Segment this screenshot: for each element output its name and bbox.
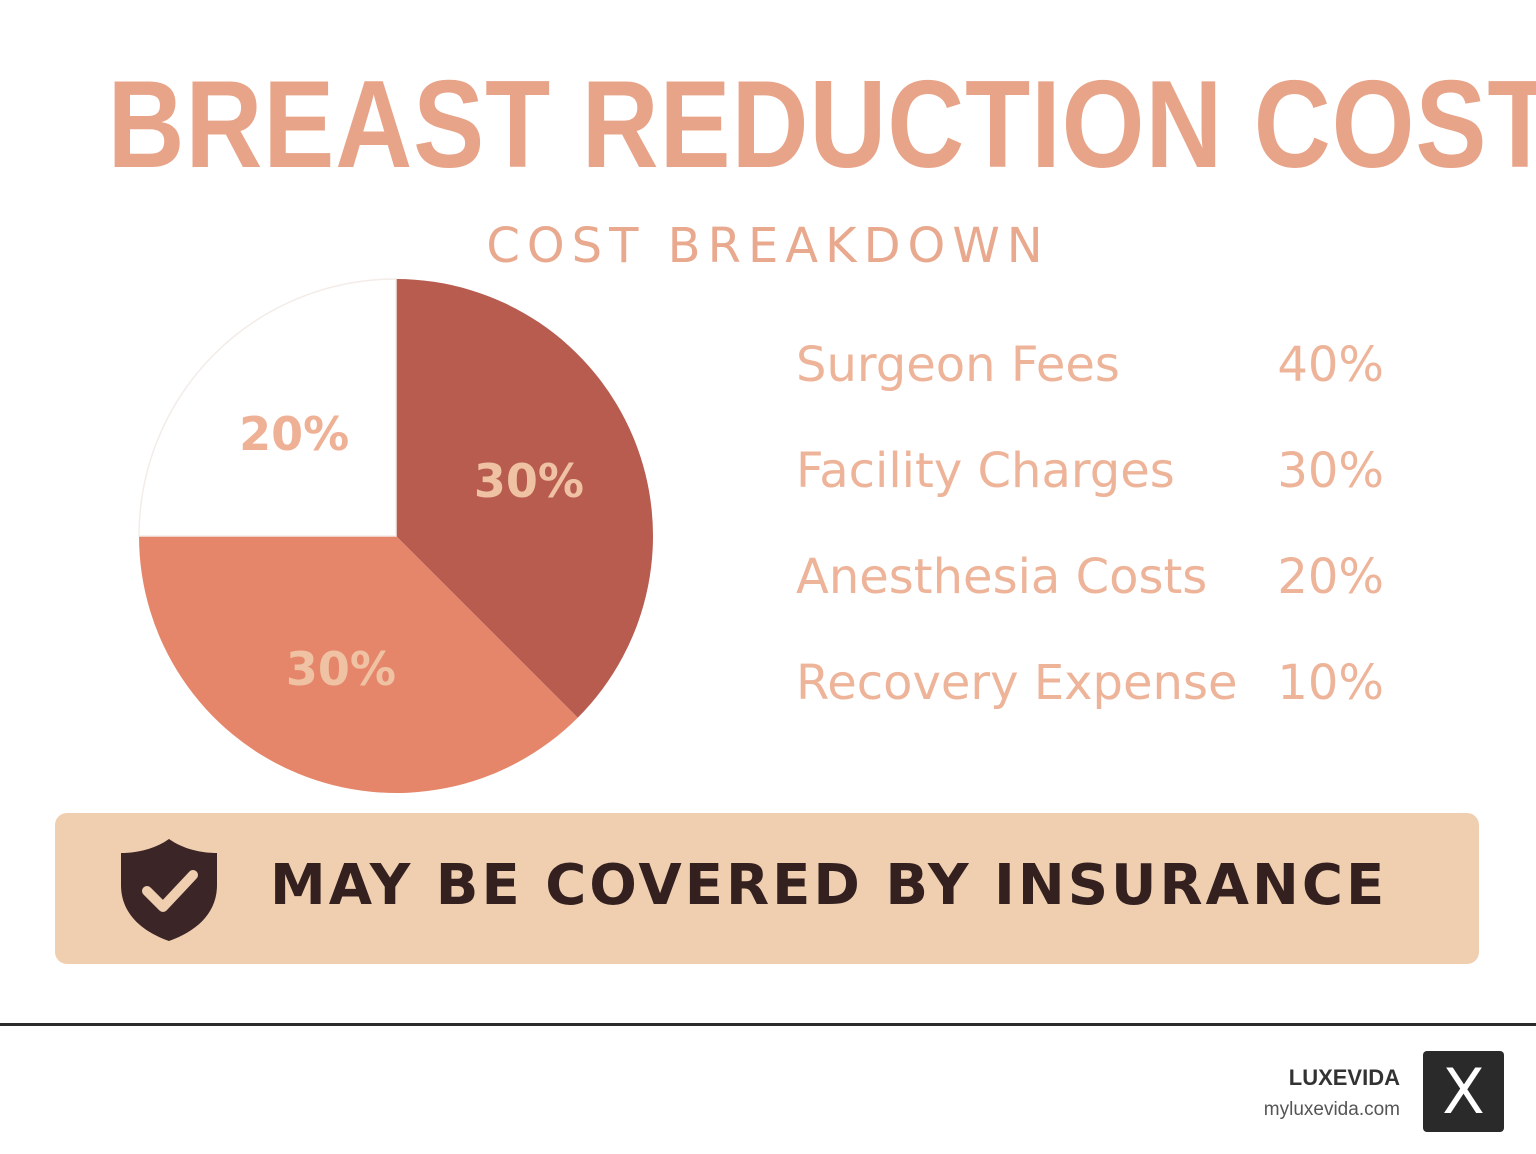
page-subtitle: COST BREAKDOWN xyxy=(486,218,1050,274)
legend-label: Facility Charges xyxy=(796,443,1175,499)
legend-value: 40% xyxy=(1277,337,1384,393)
insurance-banner: MAY BE COVERED BY INSURANCE xyxy=(55,813,1479,964)
legend-label: Recovery Expense xyxy=(796,655,1238,711)
pie-slice-2 xyxy=(138,278,397,537)
pie-labels: 30% 30% 20% xyxy=(239,407,584,696)
pie-label-2: 20% xyxy=(239,407,349,461)
legend-label: Anesthesia Costs xyxy=(796,549,1208,605)
logo-letter: X xyxy=(1442,1055,1485,1128)
pie-slice-1 xyxy=(139,536,578,793)
legend-value: 30% xyxy=(1277,443,1384,499)
brand-url: myluxevida.com xyxy=(1263,1099,1400,1120)
legend-item-facility-charges: Facility Charges 30% xyxy=(796,436,1396,542)
legend-value: 20% xyxy=(1277,549,1384,605)
shield-check-icon xyxy=(121,839,217,941)
legend-item-surgeon-fees: Surgeon Fees 40% xyxy=(796,330,1396,436)
pie-label-0: 30% xyxy=(474,454,584,508)
legend-item-anesthesia-costs: Anesthesia Costs 20% xyxy=(796,542,1396,648)
legend-value: 10% xyxy=(1277,655,1384,711)
footer-divider xyxy=(0,1023,1536,1026)
page-title: BREAST REDUCTION COST xyxy=(107,56,1536,194)
pie-chart: 30% 30% 20% xyxy=(138,278,653,793)
brand-logo: X xyxy=(1423,1051,1504,1132)
pie-slice-0 xyxy=(396,279,653,718)
pie-slices xyxy=(138,278,653,793)
insurance-text: MAY BE COVERED BY INSURANCE xyxy=(270,853,1388,918)
legend-label: Surgeon Fees xyxy=(796,337,1120,393)
legend-item-recovery-expense: Recovery Expense 10% xyxy=(796,648,1396,754)
brand-name: LUXEVIDA xyxy=(1288,1065,1400,1090)
pie-label-1: 30% xyxy=(286,642,396,696)
legend: Surgeon Fees 40% Facility Charges 30% An… xyxy=(796,330,1396,754)
